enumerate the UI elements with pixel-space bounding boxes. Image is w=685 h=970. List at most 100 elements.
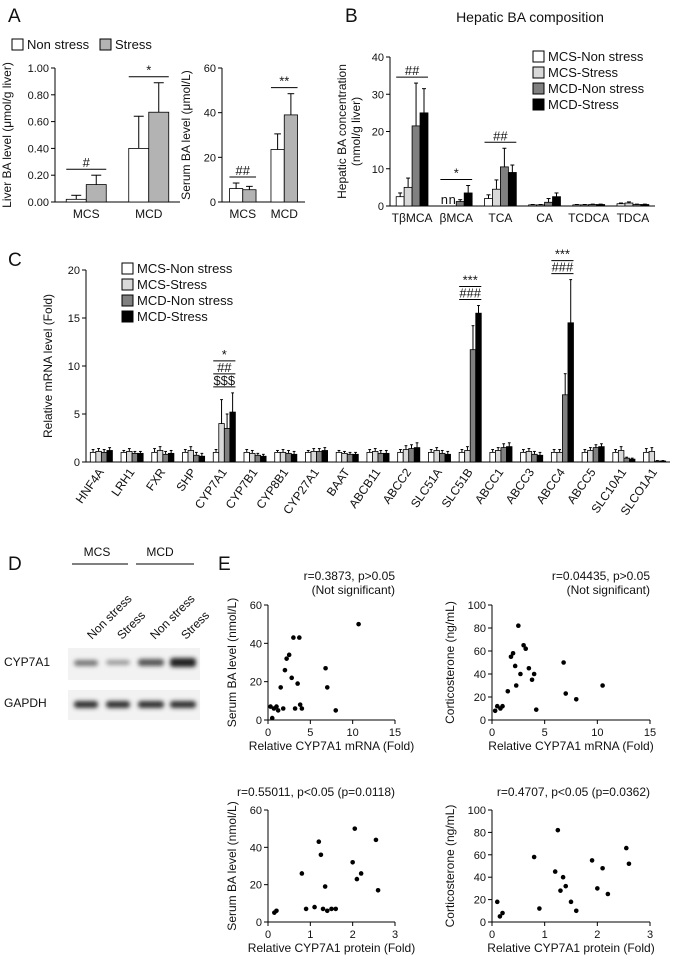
point bbox=[316, 839, 322, 845]
bar bbox=[372, 451, 379, 463]
y-tick-label: 20 bbox=[250, 880, 262, 892]
annotation: # bbox=[83, 155, 91, 170]
point bbox=[289, 675, 295, 681]
point bbox=[510, 651, 516, 656]
bar bbox=[433, 450, 440, 463]
bar bbox=[506, 446, 513, 463]
y-axis-label: Serum BA level (μmol/L) bbox=[179, 70, 193, 200]
chart-title: (Not significant) bbox=[567, 583, 650, 597]
bar bbox=[290, 453, 298, 463]
legend-label: MCD-Stress bbox=[137, 309, 208, 324]
annotation: *** bbox=[463, 273, 478, 288]
y-tick-label: 0 bbox=[74, 457, 80, 469]
point bbox=[299, 871, 305, 876]
legend-swatch bbox=[532, 50, 545, 63]
point bbox=[573, 697, 579, 702]
legend-label: Non stress bbox=[27, 37, 90, 52]
panel-label: B bbox=[345, 6, 358, 27]
bar bbox=[550, 451, 558, 463]
point bbox=[560, 874, 566, 880]
point bbox=[508, 654, 514, 660]
band bbox=[74, 701, 98, 708]
legend-label: MCD-Non stress bbox=[548, 81, 645, 96]
x-tick-label: 15 bbox=[389, 727, 401, 739]
point bbox=[595, 886, 600, 891]
y-tick-label: 80 bbox=[474, 623, 486, 635]
y-tick-label: 40 bbox=[250, 842, 262, 854]
bar bbox=[617, 450, 625, 463]
x-tick-label: ABCC4 bbox=[533, 465, 568, 506]
point bbox=[356, 621, 361, 627]
bar bbox=[616, 203, 626, 207]
bar bbox=[377, 452, 384, 463]
y-axis-label: Corticosterone (ng/mL) bbox=[443, 601, 457, 724]
legend-swatch bbox=[121, 278, 134, 291]
bar bbox=[528, 204, 538, 207]
bar bbox=[531, 453, 538, 463]
band bbox=[74, 660, 98, 666]
point bbox=[373, 837, 379, 843]
y-axis-label-text: Serum BA level (nmol/L) bbox=[225, 598, 239, 727]
legend-label: MCD-Stress bbox=[548, 97, 619, 112]
y-tick-label: 0 bbox=[378, 201, 384, 213]
point bbox=[312, 904, 317, 910]
bar bbox=[402, 449, 410, 463]
point bbox=[531, 671, 537, 677]
x-tick-label: 5 bbox=[542, 727, 548, 739]
bar bbox=[229, 411, 236, 463]
point bbox=[274, 908, 279, 914]
point bbox=[563, 883, 569, 889]
point bbox=[512, 663, 518, 669]
bar bbox=[475, 312, 482, 463]
x-tick-label: SHP bbox=[173, 466, 199, 494]
y-tick-label: 0.20 bbox=[28, 170, 49, 182]
point bbox=[573, 908, 579, 914]
x-tick-label: 1 bbox=[307, 929, 313, 941]
bar bbox=[632, 204, 642, 207]
point bbox=[329, 906, 334, 912]
y-tick-label: 0 bbox=[480, 917, 486, 929]
point bbox=[492, 708, 498, 714]
bar bbox=[182, 451, 189, 463]
bar bbox=[489, 451, 496, 463]
y-tick-label: 0.80 bbox=[28, 90, 49, 102]
bar bbox=[100, 451, 108, 463]
bar bbox=[556, 451, 563, 463]
value-label: n bbox=[449, 192, 456, 207]
x-tick-label: TCA bbox=[488, 211, 512, 225]
bar bbox=[536, 454, 544, 463]
bar bbox=[242, 189, 257, 203]
bar bbox=[464, 450, 471, 463]
bar bbox=[193, 454, 200, 463]
y-tick-label: 60 bbox=[250, 805, 262, 817]
chart-title: r=0.3873, p>0.05 bbox=[304, 569, 396, 583]
x-tick-label: SLC51B bbox=[439, 466, 476, 511]
x-tick-label: 0 bbox=[265, 727, 271, 739]
bar bbox=[495, 450, 502, 463]
bar bbox=[162, 453, 169, 463]
bar bbox=[492, 188, 501, 207]
bar bbox=[95, 451, 102, 463]
point bbox=[358, 871, 364, 876]
x-tick-label: 0 bbox=[489, 929, 495, 941]
legend-swatch bbox=[532, 98, 545, 111]
y-tick-label: 40 bbox=[474, 872, 486, 884]
point bbox=[333, 708, 339, 713]
y-tick-label: 20 bbox=[474, 692, 486, 704]
y-tick-label: 10 bbox=[372, 164, 384, 176]
x-tick-label: TDCA bbox=[617, 211, 650, 225]
x-tick-label: βMCA bbox=[439, 211, 473, 225]
bar bbox=[419, 112, 429, 207]
annotation: * bbox=[146, 63, 151, 78]
point bbox=[624, 845, 629, 851]
x-tick-label: CA bbox=[536, 211, 553, 225]
y-tick-label: 30 bbox=[372, 89, 384, 101]
x-tick-label: 2 bbox=[350, 929, 356, 941]
bar bbox=[507, 172, 517, 207]
band bbox=[106, 701, 130, 708]
x-tick-label: 10 bbox=[347, 727, 359, 739]
bar bbox=[444, 453, 451, 463]
bar bbox=[544, 201, 553, 207]
y-tick-label: 40 bbox=[474, 669, 486, 681]
bar bbox=[567, 322, 574, 463]
